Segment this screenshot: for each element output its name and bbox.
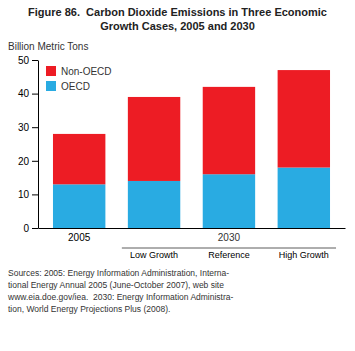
x-tick-label: Reference <box>208 250 250 260</box>
y-tick: 40 <box>18 88 38 99</box>
x-tick-label: Low Growth <box>130 250 178 260</box>
legend: Non-OECD OECD <box>46 66 112 92</box>
y-tick-mark <box>32 127 38 128</box>
y-tick-mark <box>32 94 38 95</box>
y-tick-mark <box>32 194 38 195</box>
bar <box>53 184 105 228</box>
y-tick: 20 <box>18 156 38 167</box>
y-tick: 10 <box>18 189 38 200</box>
y-axis-label: Billion Metric Tons <box>8 41 88 52</box>
legend-item: Non-OECD <box>46 66 112 77</box>
y-tick: 30 <box>18 122 38 133</box>
source-note: www.eia.doe.gov/iea. 2030: Energy Inform… <box>7 292 234 302</box>
bars <box>53 70 330 228</box>
title-line: Growth Cases, 2005 and 2030 <box>100 20 255 32</box>
bar <box>128 97 180 181</box>
bar <box>53 134 105 184</box>
x-tick-label: 2005 <box>68 232 91 243</box>
legend-item: OECD <box>46 81 90 92</box>
legend-label: OECD <box>61 81 90 92</box>
y-tick-label: 50 <box>18 55 30 66</box>
x-tick: High Growth <box>279 250 329 260</box>
source-note: Sources: 2005: Energy Information Admini… <box>8 268 229 278</box>
y-axis-line <box>38 61 39 229</box>
source-note: tional Energy Annual 2005 (June-October … <box>8 280 224 290</box>
bar <box>278 168 330 228</box>
y-tick-label: 20 <box>18 156 30 167</box>
x-axis-line <box>39 228 346 229</box>
bar-series <box>53 70 330 184</box>
x-tick: Reference <box>208 250 250 260</box>
title-line: Figure 86. Carbon Dioxide Emissions in T… <box>28 6 327 18</box>
legend-swatch <box>46 81 56 91</box>
x-tick-label: High Growth <box>279 250 329 260</box>
source-note: tion, World Energy Projections Plus (200… <box>8 304 170 314</box>
bar <box>278 70 330 167</box>
chart: Figure 86. Carbon Dioxide Emissions in T… <box>0 0 355 351</box>
y-tick: 0 <box>23 223 38 234</box>
x-tick: 2005 <box>68 232 91 243</box>
y-tick: 50 <box>18 55 38 66</box>
legend-swatch <box>46 66 56 76</box>
bar <box>128 181 180 228</box>
title: Figure 86. Carbon Dioxide Emissions in T… <box>28 6 327 32</box>
y-tick-label: 30 <box>18 122 30 133</box>
y-tick-mark <box>32 228 38 229</box>
legend-label: Non-OECD <box>61 66 112 77</box>
y-tick-mark <box>32 161 38 162</box>
y-axis: 0 10 20 30 40 50 <box>18 55 39 234</box>
x-tick: Low Growth <box>130 250 178 260</box>
y-tick-mark <box>32 60 38 61</box>
bar <box>203 87 255 174</box>
group-line <box>122 248 336 249</box>
bar <box>203 174 255 228</box>
x-axis: 2005 Low Growth Reference High Growth <box>39 229 346 261</box>
y-tick-label: 10 <box>18 189 30 200</box>
group-label: 2030 <box>218 232 241 243</box>
y-tick-label: 0 <box>23 223 29 234</box>
y-tick-label: 40 <box>18 88 30 99</box>
